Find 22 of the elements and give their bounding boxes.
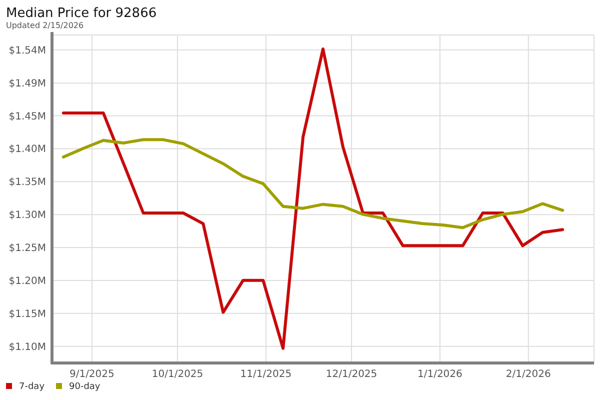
y-tick-label: $1.45M xyxy=(8,111,46,122)
line-series xyxy=(62,138,564,230)
y-tick-label: $1.10M xyxy=(8,342,46,353)
chart-subtitle: Updated 2/15/2026 xyxy=(6,21,84,30)
x-tick-label: 11/1/2025 xyxy=(240,369,292,380)
x-tick-label: 2/1/2026 xyxy=(506,369,551,380)
x-tick-label: 12/1/2025 xyxy=(326,369,378,380)
y-tick-label: $1.20M xyxy=(8,276,46,287)
y-tick-label: $1.30M xyxy=(8,210,46,222)
y-tick-label: $1.15M xyxy=(8,308,46,320)
x-tick-label: 10/1/2025 xyxy=(152,369,204,380)
y-tick-label: $1.25M xyxy=(8,243,46,254)
y-tick-label: $1.40M xyxy=(8,144,46,156)
x-tick-label: 9/1/2025 xyxy=(69,369,114,380)
line-series xyxy=(62,48,564,350)
legend-label: 90-day xyxy=(69,382,101,392)
y-tick-label: $1.35M xyxy=(8,177,46,188)
legend-label: 7-day xyxy=(19,382,46,392)
chart-title: Median Price for 92866 xyxy=(6,6,157,21)
x-tick-label: 1/1/2026 xyxy=(417,369,462,380)
y-tick-label: $1.54M xyxy=(8,45,46,56)
y-tick-label: $1.49M xyxy=(8,78,46,90)
